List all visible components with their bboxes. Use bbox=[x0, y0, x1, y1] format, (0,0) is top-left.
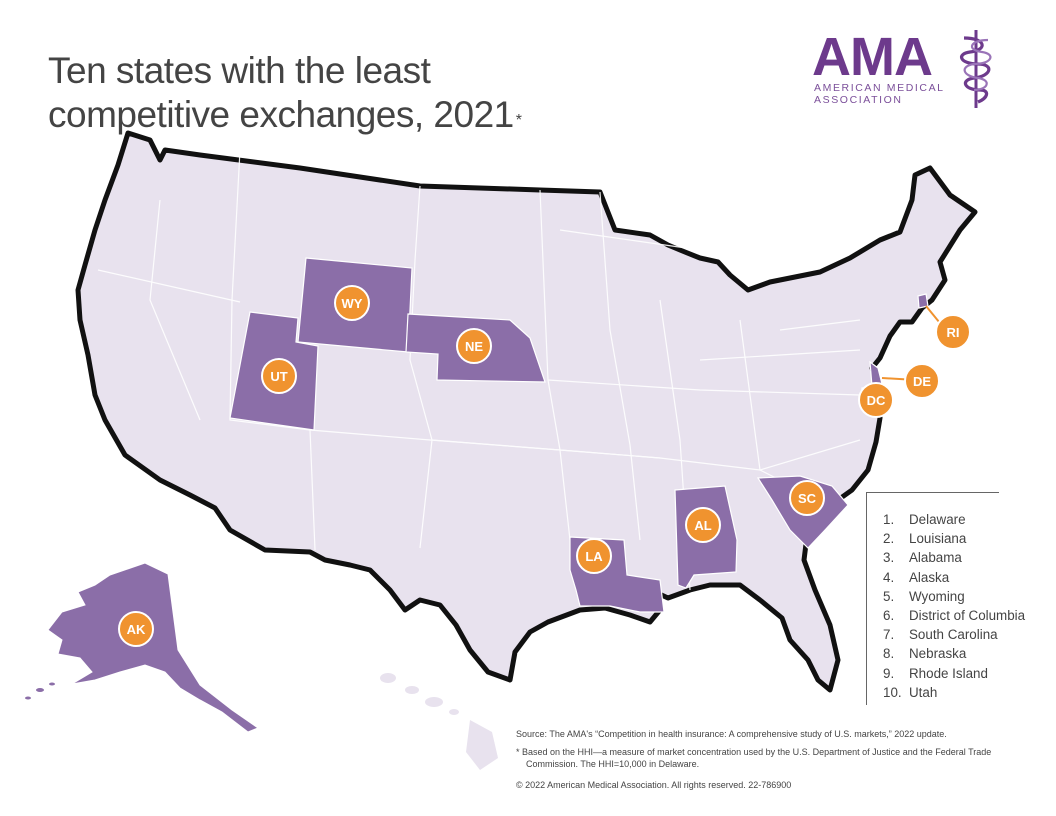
title-footnote-marker: * bbox=[515, 111, 522, 129]
svg-text:DC: DC bbox=[867, 393, 886, 408]
legend-item: 1. Delaware bbox=[883, 512, 966, 527]
map-title: Ten states with the least competitive ex… bbox=[48, 49, 522, 135]
svg-text:SC: SC bbox=[798, 491, 817, 506]
svg-text:NE: NE bbox=[465, 339, 483, 354]
badge-dc: DC bbox=[858, 382, 894, 418]
source-note: Source: The AMA's “Competition in health… bbox=[516, 729, 947, 739]
copyright: © 2022 American Medical Association. All… bbox=[516, 780, 792, 790]
legend-item: 10. Utah bbox=[883, 684, 938, 700]
logo-line-2: ASSOCIATION bbox=[814, 94, 903, 106]
badge-sc: SC bbox=[789, 480, 825, 516]
svg-text:AK: AK bbox=[127, 622, 146, 637]
state-rhode-island[interactable] bbox=[917, 293, 929, 309]
ama-logo: AMA AMERICAN MEDICAL ASSOCIATION bbox=[812, 30, 1012, 120]
legend-item: 4. Alaska bbox=[883, 569, 950, 585]
legend-item: 6. District of Columbia bbox=[883, 608, 1026, 624]
badge-ak: AK bbox=[118, 611, 154, 647]
svg-text:DE: DE bbox=[913, 374, 931, 389]
svg-text:UT: UT bbox=[270, 369, 287, 384]
ranking-legend: 1. Delaware 2. Louisiana 3. Alabama 4. Alask… bbox=[866, 492, 1025, 705]
legend-item: 7. South Carolina bbox=[883, 627, 998, 643]
badge-la: LA bbox=[576, 538, 612, 574]
logo-line-1: AMERICAN MEDICAL bbox=[814, 82, 945, 94]
svg-text:AL: AL bbox=[694, 518, 711, 533]
legend-item: 8. Nebraska bbox=[883, 646, 967, 662]
badge-ri: RI bbox=[935, 314, 971, 350]
notes: Source: The AMA's “Competition in health… bbox=[516, 728, 1036, 791]
footnote: * Based on the HHI—a measure of market c… bbox=[516, 747, 992, 769]
aleutian-islands bbox=[25, 682, 55, 700]
state-alaska[interactable] bbox=[47, 562, 260, 733]
svg-text:RI: RI bbox=[947, 325, 960, 340]
svg-text:LA: LA bbox=[585, 549, 603, 564]
svg-text:WY: WY bbox=[342, 296, 363, 311]
legend-item: 9. Rhode Island bbox=[883, 665, 988, 681]
state-badges: WY NE UT LA AL SC AK RI DE DC bbox=[118, 285, 971, 647]
state-hawaii[interactable] bbox=[380, 673, 498, 770]
contiguous-us bbox=[75, 130, 978, 693]
logo-brand: AMA bbox=[812, 27, 933, 87]
badge-al: AL bbox=[685, 507, 721, 543]
badge-ne: NE bbox=[456, 328, 492, 364]
caduceus-icon bbox=[960, 30, 992, 108]
legend-item: 2. Louisiana bbox=[883, 531, 967, 547]
legend-item: 5. Wyoming bbox=[883, 588, 965, 604]
badge-ut: UT bbox=[261, 358, 297, 394]
badge-wy: WY bbox=[334, 285, 370, 321]
legend-item: 3. Alabama bbox=[883, 550, 962, 566]
badge-de: DE bbox=[904, 363, 940, 399]
legend-list: 1. Delaware 2. Louisiana 3. Alabama 4. Alask… bbox=[883, 510, 1025, 702]
